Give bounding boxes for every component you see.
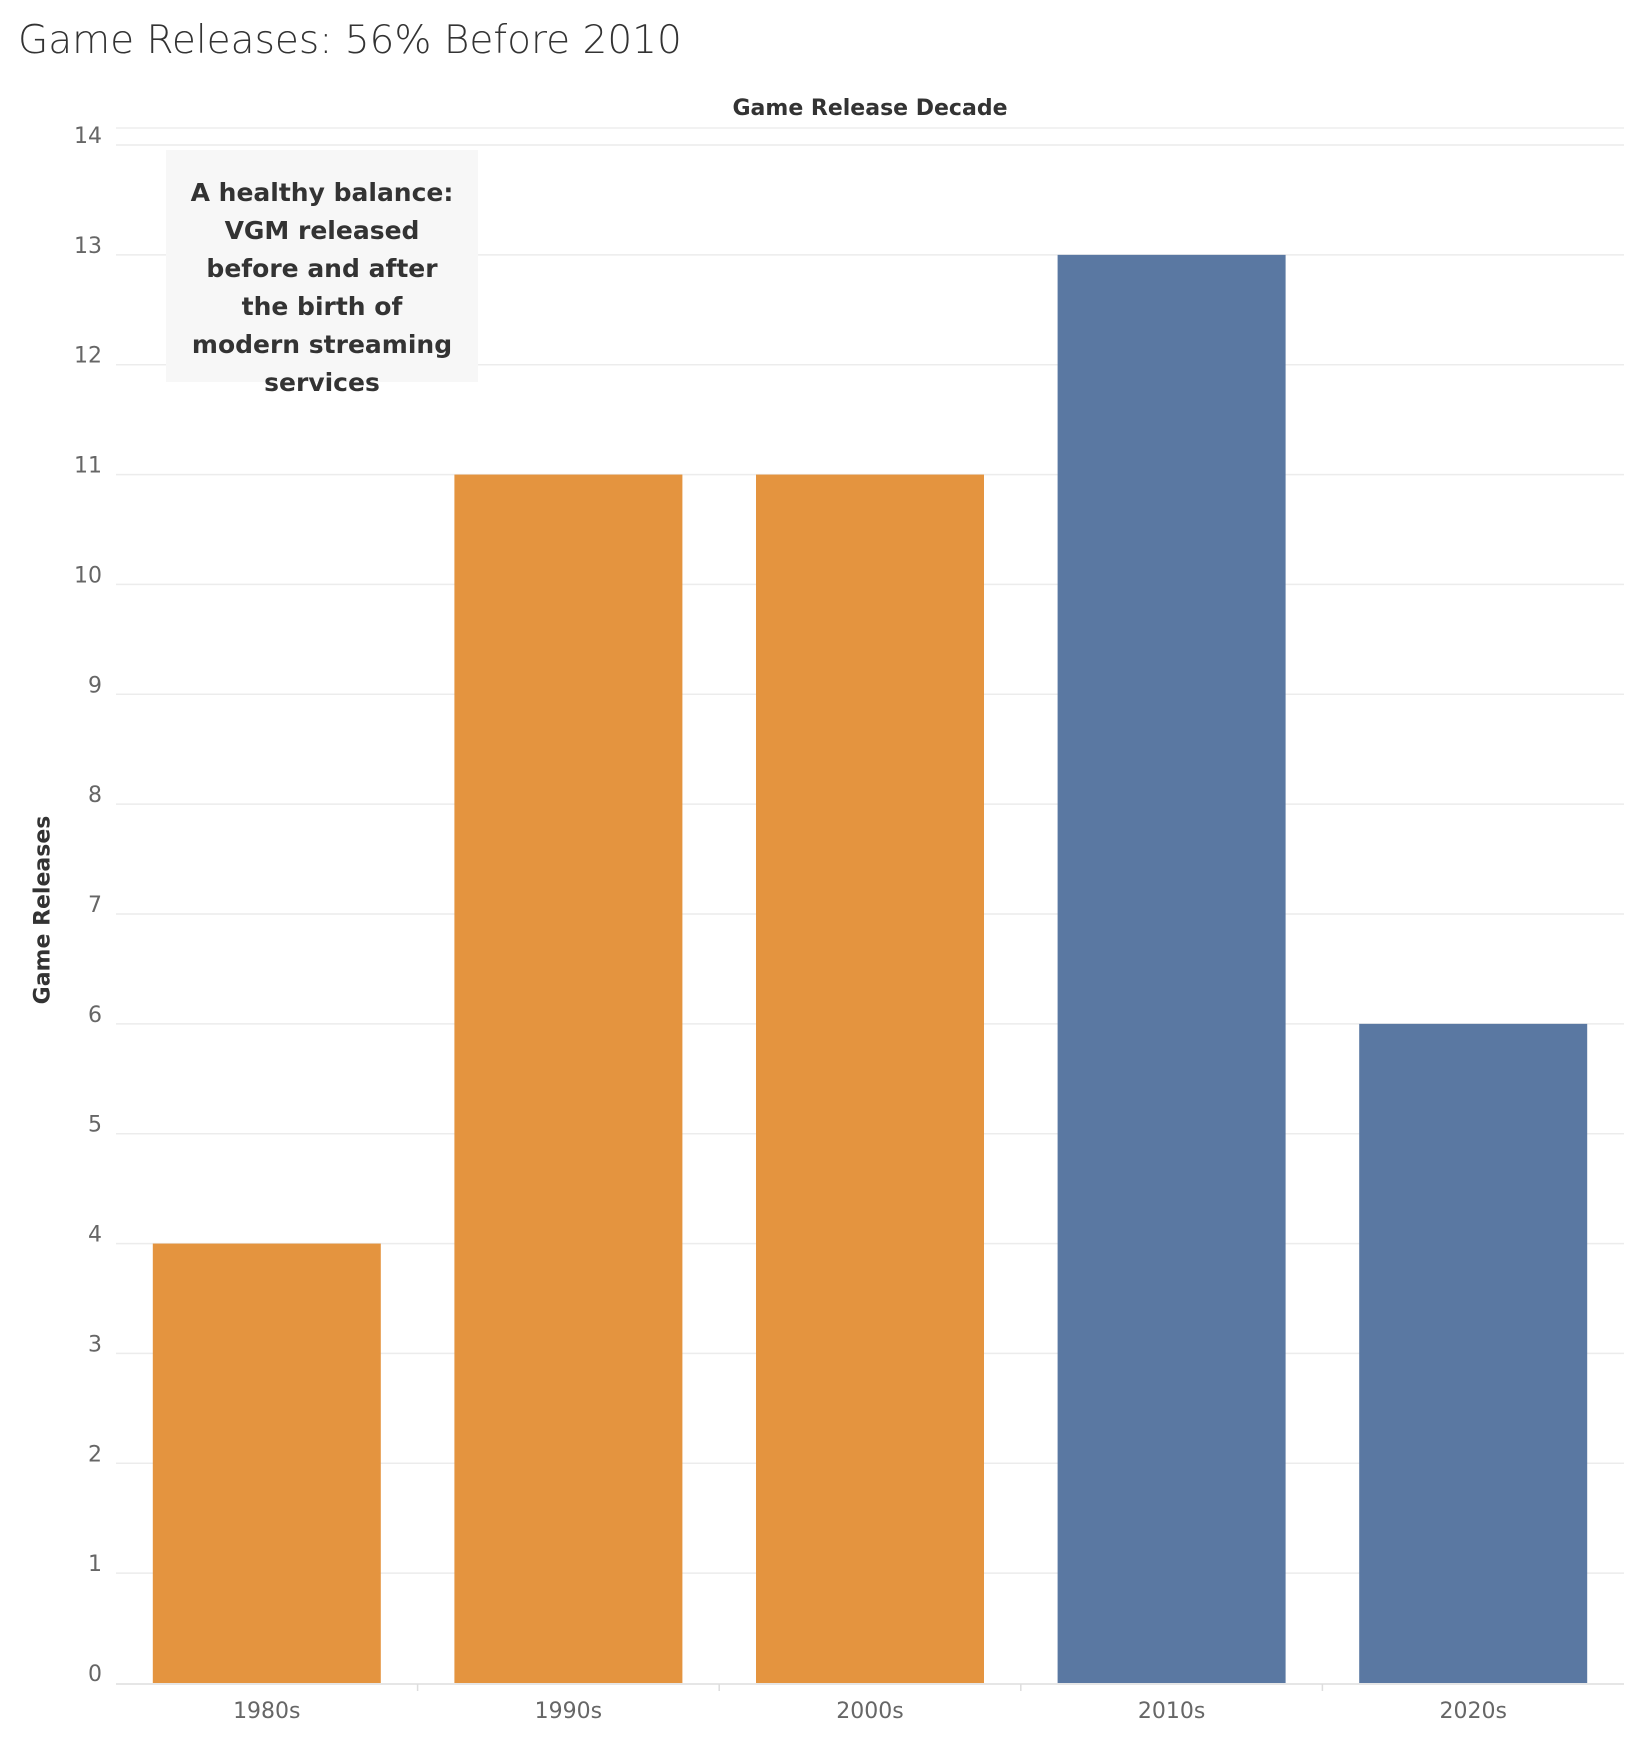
bar-2000s[interactable] [756,474,984,1684]
y-tick-label: 13 [74,234,102,259]
annotation-box: A healthy balance: VGM released before a… [166,150,478,397]
x-tick-label: 2000s [836,1699,903,1724]
y-tick-label: 4 [88,1223,102,1248]
bar-1990s[interactable] [454,474,683,1684]
bar-2010s[interactable] [1057,254,1286,1683]
x-tick-label: 1980s [233,1699,300,1724]
bar-2020s[interactable] [1359,1023,1588,1683]
y-tick-label: 1 [88,1552,102,1577]
x-tick-label: 2020s [1439,1699,1506,1724]
y-tick-label: 3 [88,1332,102,1357]
y-tick-label: 7 [88,893,102,918]
y-tick-label: 5 [88,1113,102,1138]
x-tick-label: 1990s [535,1699,602,1724]
bar-1980s[interactable] [152,1243,381,1683]
bar-layer [152,254,1588,1684]
y-tick-label: 0 [88,1662,102,1687]
x-axis-title: Game Release Decade [732,96,1008,121]
y-tick-label: 12 [74,344,102,369]
x-tick-label: 2010s [1138,1699,1205,1724]
y-tick-label: 8 [88,783,102,808]
y-tick-label: 9 [88,673,102,698]
chart-title: Game Releases: 56% Before 2010 [18,18,682,63]
y-tick-label: 2 [88,1442,102,1467]
y-tick-label: 11 [74,454,102,479]
y-tick-label: 14 [74,124,102,149]
y-tick-label: 6 [88,1003,102,1028]
y-tick-label: 10 [74,563,102,588]
